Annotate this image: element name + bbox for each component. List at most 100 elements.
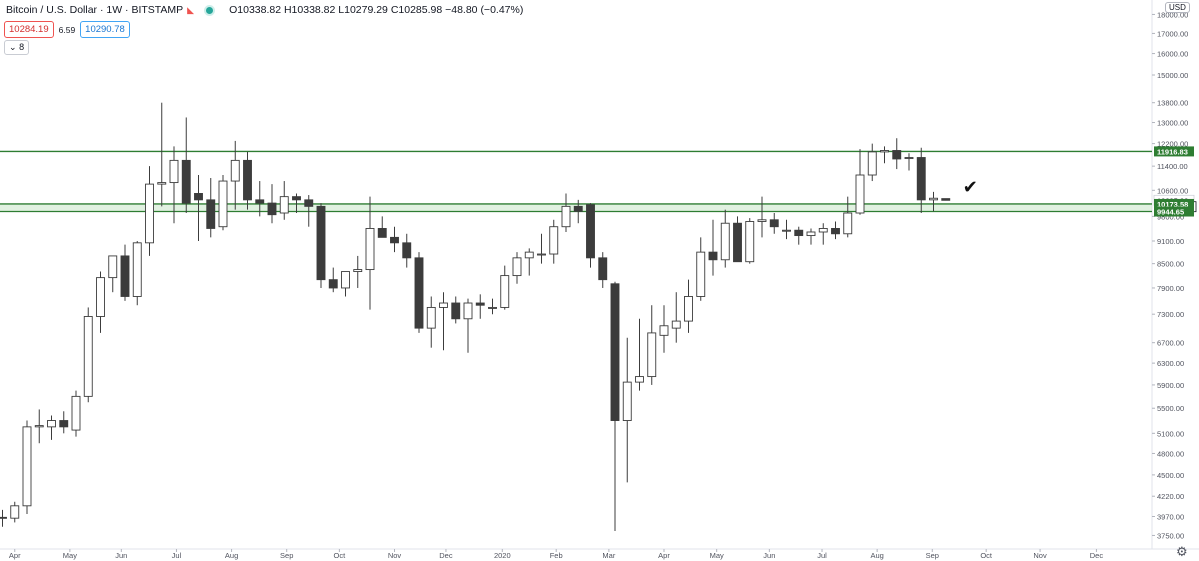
candle-down [598, 257, 608, 281]
spread-value: 6.59 [58, 24, 76, 35]
candle-up [635, 376, 644, 383]
y-tick-label: 3750.00 [1157, 531, 1184, 540]
candle-down [304, 199, 314, 207]
currency-badge[interactable]: USD [1165, 2, 1190, 13]
x-tick-label: Oct [334, 551, 347, 560]
symbol-title[interactable]: Bitcoin / U.S. Dollar · 1W · BITSTAMP [6, 4, 184, 16]
candle-down [59, 420, 69, 428]
chevron-down-icon: ⌄ [9, 42, 17, 52]
x-tick-label: Dec [439, 551, 453, 560]
x-tick-label: Jul [817, 551, 827, 560]
bid-price-box[interactable]: 10284.19 [4, 21, 54, 38]
candle-down [769, 219, 779, 228]
candle-up [22, 426, 32, 507]
y-tick-label: 10600.00 [1157, 186, 1188, 195]
candle-down [610, 283, 620, 421]
gear-icon[interactable]: ⚙ [1176, 544, 1188, 559]
candle-up [83, 316, 93, 397]
y-tick-label: 17000.00 [1157, 29, 1188, 38]
level-price-tag [1154, 206, 1194, 217]
y-tick-label: 11400.00 [1157, 162, 1188, 171]
x-tick-label: Sep [280, 551, 293, 560]
candle-up [439, 302, 448, 308]
y-tick-label: 7900.00 [1157, 284, 1184, 293]
candle-down [267, 202, 277, 216]
candle-up [34, 425, 44, 428]
candle-up [806, 231, 816, 237]
candle-up [855, 174, 865, 214]
candle-down [916, 157, 926, 201]
y-tick-label: 4500.00 [1157, 471, 1184, 480]
flag-icon[interactable]: ◣ [187, 4, 195, 15]
indicators-count: 8 [19, 42, 25, 52]
candle-down [292, 196, 301, 201]
candle-up [757, 219, 767, 222]
candle-up [488, 306, 497, 309]
y-tick-label: 6700.00 [1157, 339, 1184, 348]
ask-price-box[interactable]: 10290.78 [80, 21, 130, 38]
level-price-tag [1154, 146, 1194, 157]
candle-up [71, 395, 81, 431]
x-tick-label: Nov [388, 551, 402, 560]
candle-down [206, 199, 216, 229]
candle-up [622, 381, 632, 421]
market-status-icon [204, 4, 216, 16]
candle-down [120, 255, 130, 297]
candle-down [831, 228, 840, 235]
y-tick-label: 13000.00 [1157, 119, 1188, 128]
candle-up [512, 257, 522, 277]
y-tick-label: 6300.00 [1157, 359, 1184, 368]
y-tick-label: 13800.00 [1157, 99, 1188, 108]
x-tick-label: 2020 [494, 551, 511, 560]
candle-up [782, 229, 791, 232]
candle-up [818, 228, 828, 233]
candle-up [341, 271, 350, 289]
y-tick-label: 4220.00 [1157, 492, 1184, 501]
y-tick-label: 4800.00 [1157, 449, 1184, 458]
candle-down [708, 251, 718, 261]
candle-up [463, 302, 473, 320]
candle-down [316, 205, 326, 281]
candle-up [537, 253, 546, 256]
x-tick-label: Aug [870, 551, 883, 560]
x-tick-label: Mar [602, 551, 615, 560]
candle-up [169, 159, 179, 184]
candle-down [255, 199, 265, 204]
candle-up [745, 221, 755, 263]
candle-up [929, 197, 938, 201]
checkmark-annotation: ✔ [963, 177, 978, 198]
candle-up [659, 325, 669, 336]
candle-up [230, 159, 240, 182]
candle-up [108, 255, 118, 279]
level-price-label: 10173.58 [1157, 200, 1188, 209]
candle-up [132, 242, 142, 297]
indicator-row: 10284.19 6.59 10290.78 [4, 21, 130, 38]
x-tick-label: Jun [115, 551, 127, 560]
level-price-tag [1154, 198, 1194, 209]
candle-down [194, 193, 203, 201]
y-tick-label: 18000.00 [1157, 10, 1188, 19]
level-price-label: 9944.65 [1157, 208, 1184, 217]
candle-up [671, 320, 681, 329]
indicators-toggle[interactable]: ⌄ 8 [4, 40, 30, 55]
candle-down [733, 222, 742, 263]
candle-down [475, 302, 485, 306]
candle-down [402, 242, 412, 259]
candle-up [867, 151, 877, 176]
candle-up [10, 505, 20, 519]
x-tick-label: Aug [225, 551, 238, 560]
y-tick-label: 5100.00 [1157, 429, 1184, 438]
chart-legend: Bitcoin / U.S. Dollar · 1W · BITSTAMP ◣ … [6, 4, 523, 16]
candle-down [573, 205, 583, 212]
candle-down [451, 302, 461, 320]
candle-down [941, 198, 951, 201]
candle-up [720, 222, 730, 261]
candle-up [157, 182, 167, 185]
y-tick-label: 3970.00 [1157, 513, 1184, 522]
candle-down [328, 279, 338, 289]
x-tick-label: Sep [926, 551, 939, 560]
candle-down [181, 159, 191, 204]
candle-up [904, 157, 914, 159]
level-price-label: 11916.83 [1157, 147, 1188, 156]
